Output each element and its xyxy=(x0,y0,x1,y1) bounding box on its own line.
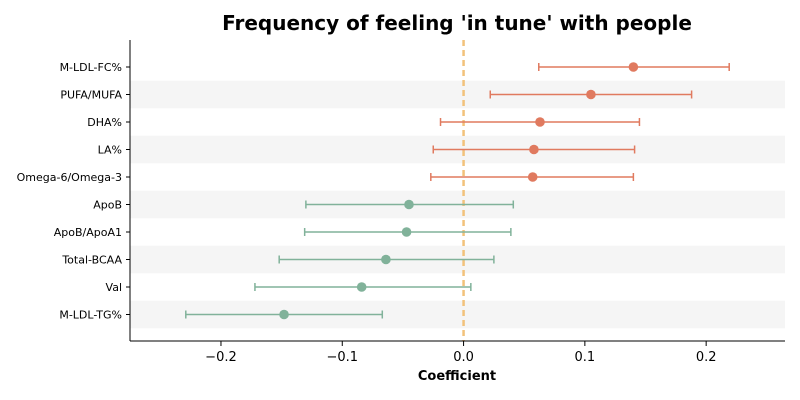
estimate-point xyxy=(401,227,412,237)
chart-title: Frequency of feeling 'in tune' with peop… xyxy=(222,11,692,35)
y-tick-label: ApoB/ApoA1 xyxy=(54,226,122,239)
y-tick-label: LA% xyxy=(98,144,122,157)
y-tick-label: DHA% xyxy=(87,116,122,129)
y-tick-label: M-LDL-FC% xyxy=(60,61,122,74)
estimate-point xyxy=(404,199,414,210)
x-tick-label: 0.2 xyxy=(696,350,717,365)
estimate-point xyxy=(529,144,539,155)
estimate-point xyxy=(381,254,391,265)
axes: M-LDL-FC% PUFA/MUFA DHA% LA% Omega-6/Omega-3… xyxy=(17,40,785,365)
estimate-point xyxy=(527,172,538,182)
y-tick-label: M-LDL-TG% xyxy=(59,309,122,322)
x-tick-label: 0.1 xyxy=(575,350,596,365)
x-tick-label: −0.2 xyxy=(205,350,237,365)
estimate-point xyxy=(628,62,639,72)
y-tick-label: Total-BCAA xyxy=(61,254,122,267)
estimate-point xyxy=(279,309,289,320)
y-tick-label: Omega-6/Omega-3 xyxy=(17,171,122,184)
y-tick-label: PUFA/MUFA xyxy=(60,89,122,102)
x-axis-label: Coefficient xyxy=(418,369,496,384)
x-tick-label: 0.0 xyxy=(453,350,474,365)
data-marks xyxy=(185,62,730,320)
y-tick-label: ApoB xyxy=(93,199,122,212)
y-tick-label: Val xyxy=(106,281,122,294)
estimate-point xyxy=(535,117,545,127)
x-tick-label: −0.1 xyxy=(326,350,358,365)
estimate-point xyxy=(356,282,367,292)
estimate-point xyxy=(586,89,596,100)
